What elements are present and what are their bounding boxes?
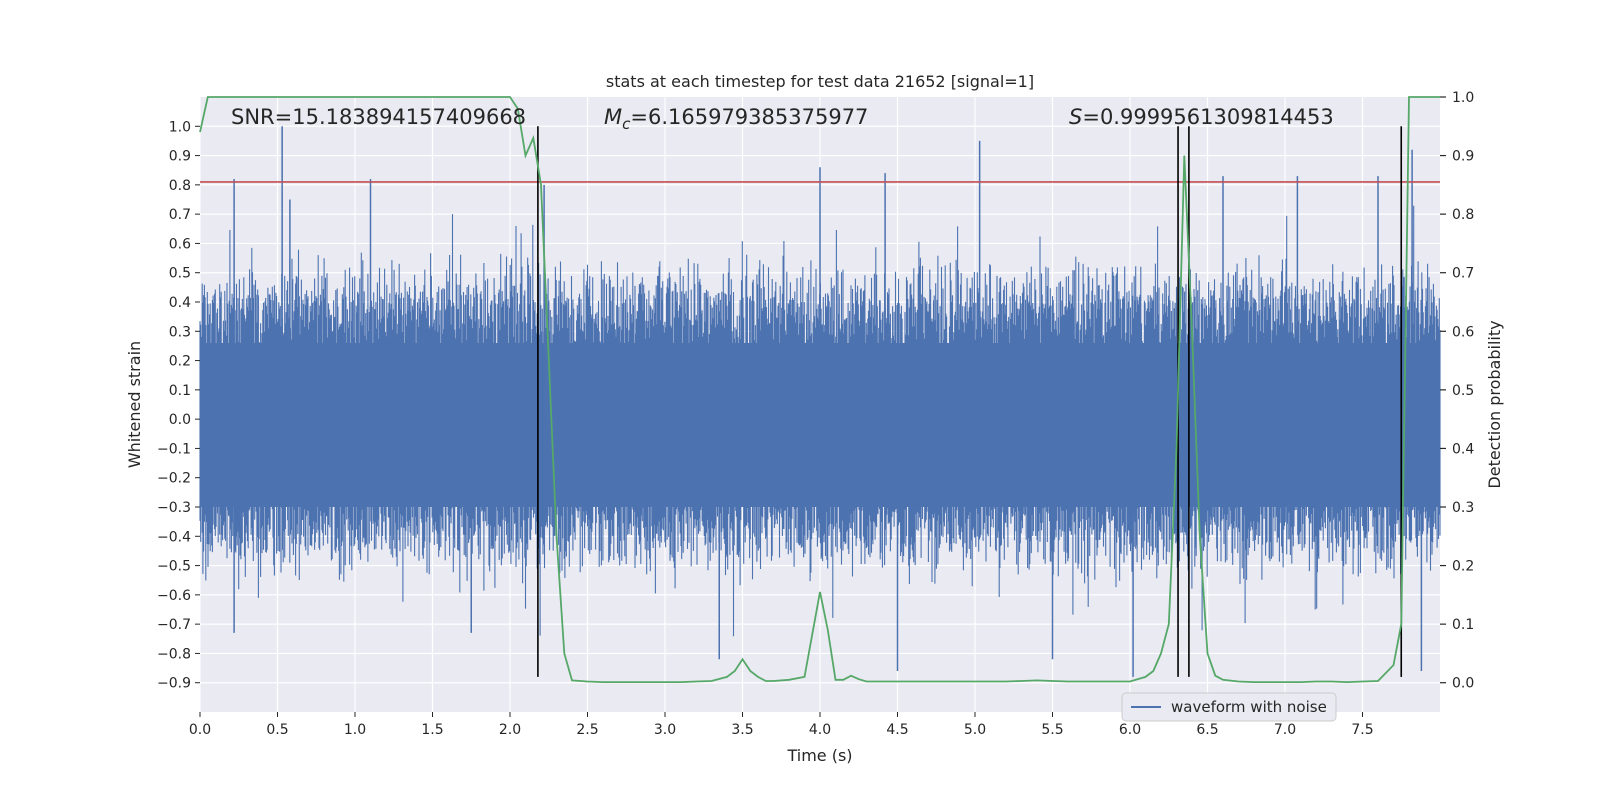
x-axis-label: Time (s) xyxy=(786,746,852,765)
x-tick-label: 7.0 xyxy=(1274,722,1296,738)
y-left-tick-label: 0.7 xyxy=(169,207,191,223)
y-left-tick-label: −0.8 xyxy=(157,646,191,662)
legend-label-waveform: waveform with noise xyxy=(1171,698,1327,716)
y-right-tick-label: 0.4 xyxy=(1452,441,1474,457)
y-left-tick-label: −0.6 xyxy=(157,588,191,604)
y-left-tick-label: 0.1 xyxy=(169,383,191,399)
x-tick-label: 4.5 xyxy=(886,722,908,738)
y-axis-label-left: Whitened strain xyxy=(125,341,144,468)
x-tick-label: 7.5 xyxy=(1351,722,1373,738)
y-left-tick-label: −0.4 xyxy=(157,529,191,545)
y-right-tick-label: 0.2 xyxy=(1452,559,1474,575)
x-tick-label: 0.5 xyxy=(266,722,288,738)
x-tick-label: 2.5 xyxy=(576,722,598,738)
snr-annotation: SNR=15.183894157409668 xyxy=(231,105,526,129)
y-left-tick-label: −0.1 xyxy=(157,441,191,457)
mc-annotation: Mc=6.165979385375977 xyxy=(604,105,868,133)
y-right-tick-label: 0.6 xyxy=(1452,324,1474,340)
x-tick-label: 1.0 xyxy=(344,722,366,738)
x-tick-label: 3.0 xyxy=(654,722,676,738)
x-tick-label: 4.0 xyxy=(809,722,831,738)
y-right-tick-label: 0.1 xyxy=(1452,617,1474,633)
y-left-axis-ticks: −0.9 −0.8 −0.7 −0.6 −0.5 −0.4 −0.3 −0.2 −0.1 0.0 0… xyxy=(157,119,200,692)
x-tick-label: 6.5 xyxy=(1196,722,1218,738)
y-axis-label-right: Detection probability xyxy=(1485,320,1504,488)
y-left-tick-label: −0.9 xyxy=(157,676,191,692)
y-left-tick-label: −0.2 xyxy=(157,471,191,487)
x-tick-label: 6.0 xyxy=(1119,722,1141,738)
y-left-tick-label: −0.3 xyxy=(157,500,191,516)
y-right-tick-label: 1.0 xyxy=(1452,90,1474,106)
mc-symbol: M xyxy=(604,105,622,129)
x-tick-label: 1.5 xyxy=(421,722,443,738)
x-tick-label: 2.0 xyxy=(499,722,521,738)
y-left-tick-label: 0.0 xyxy=(169,412,191,428)
y-left-tick-label: 0.2 xyxy=(169,354,191,370)
legend: waveform with noise xyxy=(1121,692,1337,722)
s-annotation: S=0.9999561309814453 xyxy=(1069,105,1334,129)
mc-value: =6.165979385375977 xyxy=(630,105,868,129)
y-left-tick-label: 0.8 xyxy=(169,178,191,194)
y-left-tick-label: 0.3 xyxy=(169,324,191,340)
y-right-axis-ticks: 0.0 0.1 0.2 0.3 0.4 0.5 0.6 0.7 0.8 0.9 1.0 xyxy=(1440,90,1474,692)
y-left-tick-label: 0.9 xyxy=(169,149,191,165)
x-tick-label: 5.0 xyxy=(964,722,986,738)
chart-title: stats at each timestep for test data 216… xyxy=(606,72,1034,91)
x-tick-label: 0.0 xyxy=(189,722,211,738)
y-right-tick-label: 0.3 xyxy=(1452,500,1474,516)
x-axis-ticks: 0.0 0.5 1.0 1.5 2.0 2.5 3.0 3.5 4.0 4.5 5.0 5.5 6.0 6… xyxy=(189,712,1374,738)
y-left-tick-label: 0.4 xyxy=(169,295,191,311)
s-symbol: S xyxy=(1069,105,1082,129)
legend-box xyxy=(1121,692,1337,722)
x-tick-label: 5.5 xyxy=(1041,722,1063,738)
x-tick-label: 3.5 xyxy=(731,722,753,738)
s-value: =0.9999561309814453 xyxy=(1082,105,1333,129)
y-right-tick-label: 0.0 xyxy=(1452,676,1474,692)
y-left-tick-label: 0.6 xyxy=(169,236,191,252)
y-left-tick-label: −0.5 xyxy=(157,559,191,575)
mc-subscript: c xyxy=(622,115,631,133)
y-left-tick-label: 1.0 xyxy=(169,119,191,135)
y-right-tick-label: 0.7 xyxy=(1452,266,1474,282)
y-left-tick-label: −0.7 xyxy=(157,617,191,633)
y-left-tick-label: 0.5 xyxy=(169,266,191,282)
probability-line xyxy=(199,96,1440,684)
y-right-tick-label: 0.8 xyxy=(1452,207,1474,223)
y-right-tick-label: 0.5 xyxy=(1452,383,1474,399)
y-right-tick-label: 0.9 xyxy=(1452,149,1474,165)
